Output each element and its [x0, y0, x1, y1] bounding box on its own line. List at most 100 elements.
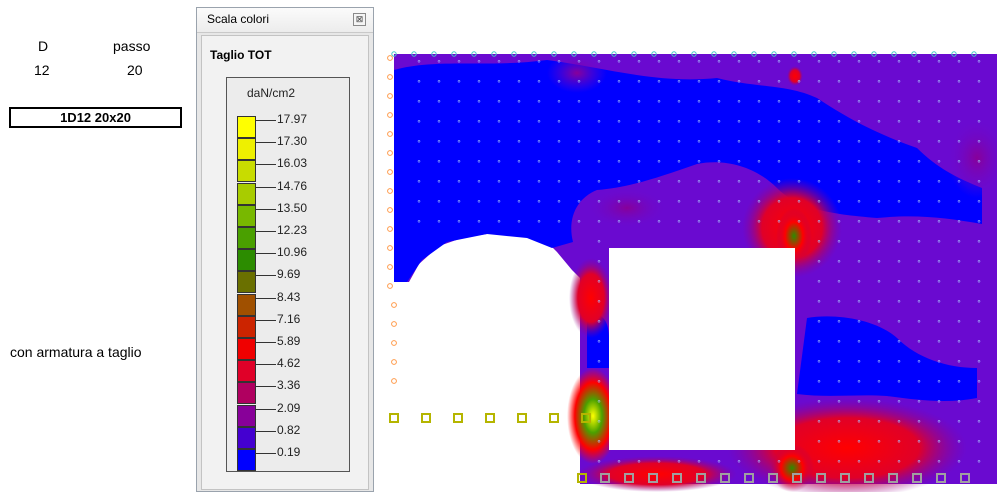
mesh-node: °: [577, 99, 581, 108]
mesh-node: °: [977, 299, 981, 308]
legend-swatch: [237, 338, 256, 360]
color-scale-window[interactable]: Scala colori ⊠ Taglio TOT daN/cm2 17.97 1…: [196, 7, 374, 492]
legend-swatch: [237, 182, 256, 205]
window-titlebar[interactable]: Scala colori ⊠: [197, 8, 373, 33]
mesh-node: °: [977, 419, 981, 428]
boundary-node: [791, 51, 797, 57]
mesh-node: °: [817, 399, 821, 408]
mesh-node: °: [857, 179, 861, 188]
mesh-node: °: [677, 79, 681, 88]
mesh-node: °: [877, 459, 881, 468]
boundary-node: [491, 51, 497, 57]
mesh-node: °: [617, 219, 621, 228]
mesh-node: °: [737, 179, 741, 188]
rebar-summary-cell[interactable]: 1D12 20x20: [9, 107, 182, 128]
mesh-node: °: [797, 179, 801, 188]
mesh-node: °: [717, 79, 721, 88]
mesh-node: °: [757, 99, 761, 108]
mesh-node: °: [977, 379, 981, 388]
mesh-node: °: [897, 99, 901, 108]
boundary-node: [431, 51, 437, 57]
mesh-node: °: [737, 159, 741, 168]
support-square: [936, 473, 946, 483]
mesh-node: °: [437, 139, 441, 148]
mesh-node: °: [837, 219, 841, 228]
mesh-node: °: [817, 99, 821, 108]
mesh-node: °: [477, 99, 481, 108]
mesh-node: °: [457, 59, 461, 68]
mesh-node: °: [957, 219, 961, 228]
mesh-node: °: [837, 139, 841, 148]
legend-swatch: [237, 315, 256, 338]
mesh-node: °: [977, 259, 981, 268]
mesh-node: °: [957, 459, 961, 468]
mesh-node: °: [697, 139, 701, 148]
mesh-node: °: [617, 179, 621, 188]
mesh-node: °: [457, 179, 461, 188]
shear-contour-plot[interactable]: ° ° ° ° ° ° ° ° ° ° ° ° ° ° ° ° ° ° ° ° ° ° ° ° ° ° ° ° ° ° ° ° ° ° ° ° ° ° ° °…: [377, 38, 997, 492]
mesh-node: °: [897, 399, 901, 408]
mesh-node: °: [897, 439, 901, 448]
mesh-node: °: [417, 99, 421, 108]
legend-tick: [256, 208, 276, 210]
mesh-node: °: [717, 119, 721, 128]
mesh-node: °: [797, 119, 801, 128]
mesh-node: °: [577, 79, 581, 88]
mesh-node: °: [977, 399, 981, 408]
mesh-node: °: [977, 359, 981, 368]
mesh-node: °: [657, 219, 661, 228]
legend-swatch: [237, 382, 256, 405]
mesh-node: °: [917, 339, 921, 348]
mesh-node: °: [897, 359, 901, 368]
mesh-node: °: [777, 119, 781, 128]
legend-tick: [256, 186, 276, 188]
mesh-node: °: [677, 59, 681, 68]
mesh-node: °: [897, 459, 901, 468]
mesh-node: °: [937, 439, 941, 448]
mesh-node: °: [837, 419, 841, 428]
mesh-node: °: [897, 299, 901, 308]
mesh-node: °: [837, 319, 841, 328]
close-icon[interactable]: ⊠: [353, 13, 366, 26]
legend-swatch: [237, 160, 256, 183]
legend-swatch: [237, 204, 256, 227]
mesh-node: °: [557, 179, 561, 188]
mesh-node: °: [517, 79, 521, 88]
mesh-node: °: [917, 179, 921, 188]
mesh-node: °: [897, 199, 901, 208]
mesh-node: °: [977, 199, 981, 208]
mesh-node: °: [597, 119, 601, 128]
legend-value: 10.96: [277, 245, 308, 260]
mesh-node: °: [837, 199, 841, 208]
mesh-node: °: [957, 299, 961, 308]
mesh-node: °: [577, 139, 581, 148]
mesh-node: °: [957, 279, 961, 288]
mid-stress-zone: [947, 118, 997, 198]
mesh-node: °: [597, 439, 601, 448]
mesh-node: °: [877, 239, 881, 248]
mesh-node: °: [897, 79, 901, 88]
support-square: [744, 473, 754, 483]
mesh-node: °: [437, 199, 441, 208]
boundary-node: [387, 55, 393, 61]
mesh-node: °: [697, 99, 701, 108]
legend-tick: [256, 364, 276, 366]
mesh-node: °: [917, 299, 921, 308]
mesh-node: °: [917, 239, 921, 248]
mesh-node: °: [937, 199, 941, 208]
label-d: D: [38, 38, 49, 54]
support-square: [960, 473, 970, 483]
boundary-node: [891, 51, 897, 57]
mesh-node: °: [917, 219, 921, 228]
mesh-node: °: [857, 279, 861, 288]
mesh-node: °: [937, 359, 941, 368]
mesh-node: °: [637, 99, 641, 108]
mesh-node: °: [717, 59, 721, 68]
mesh-node: °: [817, 179, 821, 188]
legend-value: 12.23: [277, 223, 308, 237]
mesh-node: °: [937, 339, 941, 348]
mesh-node: °: [857, 239, 861, 248]
mesh-node: °: [617, 139, 621, 148]
mesh-node: °: [817, 119, 821, 128]
legend-swatch: [237, 360, 256, 383]
